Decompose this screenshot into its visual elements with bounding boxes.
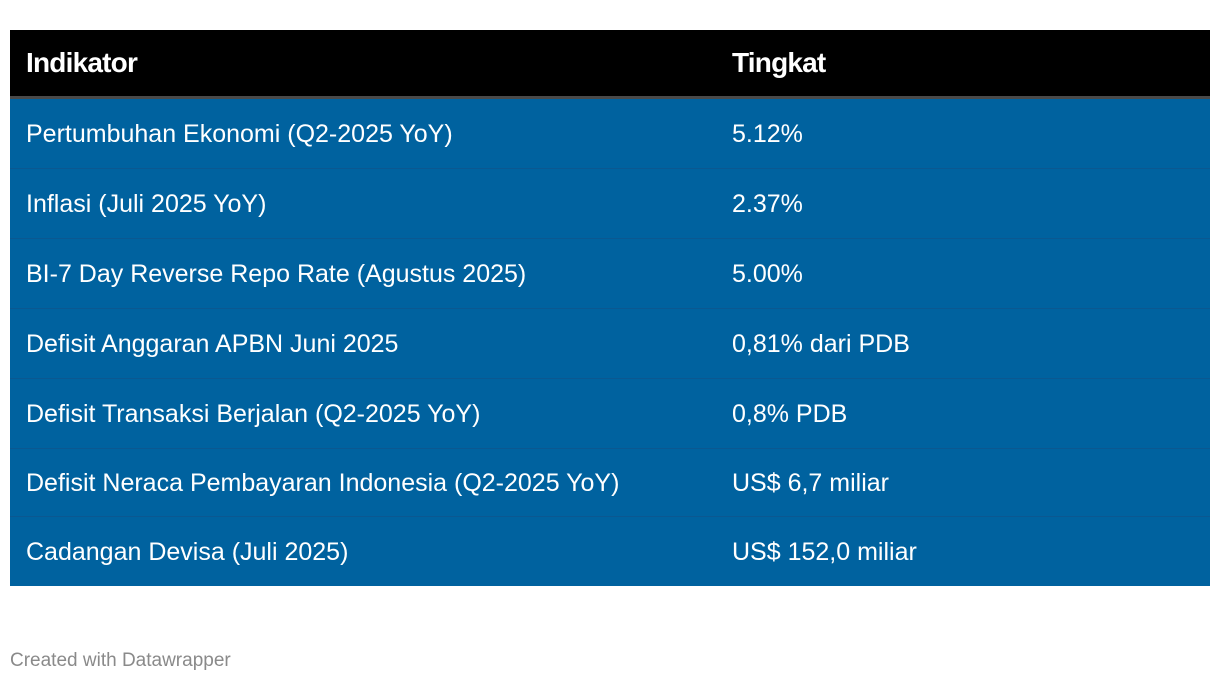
- indicator-cell: Inflasi (Juli 2025 YoY): [10, 168, 715, 239]
- datawrapper-credit[interactable]: Created with Datawrapper: [10, 650, 231, 671]
- table-body: Pertumbuhan Ekonomi (Q2-2025 YoY) 5.12% …: [10, 97, 1210, 586]
- table-row: Pertumbuhan Ekonomi (Q2-2025 YoY) 5.12%: [10, 97, 1210, 169]
- data-table-container: Indikator Tingkat Pertumbuhan Ekonomi (Q…: [10, 30, 1210, 586]
- indicator-cell: Defisit Anggaran APBN Juni 2025: [10, 308, 715, 379]
- header-row: Indikator Tingkat: [10, 30, 1210, 99]
- indicator-cell: Defisit Transaksi Berjalan (Q2-2025 YoY): [10, 378, 715, 449]
- value-cell: 0,81% dari PDB: [715, 308, 1210, 379]
- value-cell: 5.00%: [715, 238, 1210, 309]
- value-cell: 0,8% PDB: [715, 378, 1210, 449]
- column-header-tingkat[interactable]: Tingkat: [715, 30, 1210, 99]
- table-row: Inflasi (Juli 2025 YoY) 2.37%: [10, 168, 1210, 239]
- value-cell: US$ 6,7 miliar: [715, 448, 1210, 517]
- indicator-cell: BI-7 Day Reverse Repo Rate (Agustus 2025…: [10, 238, 715, 309]
- indicator-table: Indikator Tingkat Pertumbuhan Ekonomi (Q…: [10, 30, 1210, 586]
- table-row: Cadangan Devisa (Juli 2025) US$ 152,0 mi…: [10, 516, 1210, 586]
- indicator-cell: Defisit Neraca Pembayaran Indonesia (Q2-…: [10, 448, 715, 517]
- table-row: Defisit Neraca Pembayaran Indonesia (Q2-…: [10, 448, 1210, 517]
- value-cell: 5.12%: [715, 97, 1210, 169]
- value-cell: 2.37%: [715, 168, 1210, 239]
- table-row: BI-7 Day Reverse Repo Rate (Agustus 2025…: [10, 238, 1210, 309]
- table-header: Indikator Tingkat: [10, 30, 1210, 99]
- table-row: Defisit Transaksi Berjalan (Q2-2025 YoY)…: [10, 378, 1210, 449]
- value-cell: US$ 152,0 miliar: [715, 516, 1210, 586]
- column-header-indikator[interactable]: Indikator: [10, 30, 715, 99]
- indicator-cell: Pertumbuhan Ekonomi (Q2-2025 YoY): [10, 97, 715, 169]
- indicator-cell: Cadangan Devisa (Juli 2025): [10, 516, 715, 586]
- table-row: Defisit Anggaran APBN Juni 2025 0,81% da…: [10, 308, 1210, 379]
